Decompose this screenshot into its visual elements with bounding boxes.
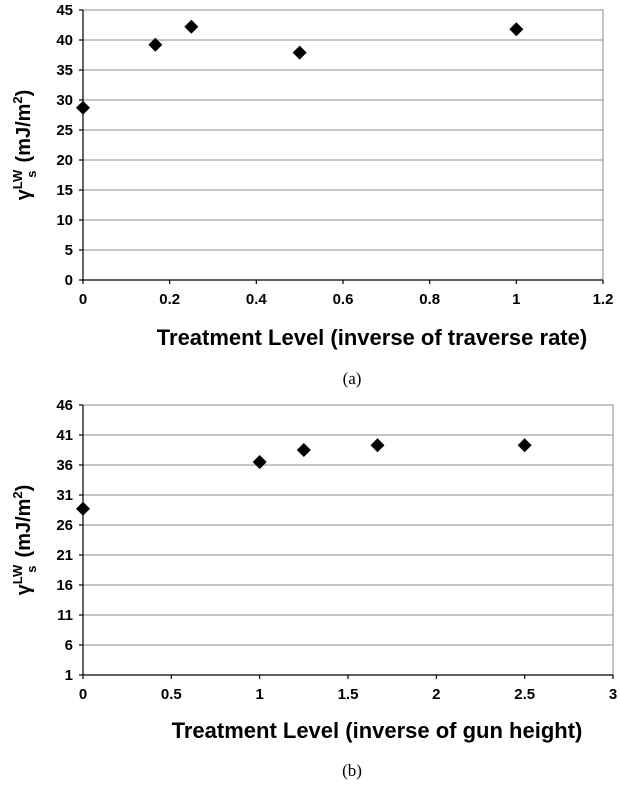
y-tick-label-a: 20: [56, 152, 73, 169]
y-tick-label-b: 31: [56, 487, 73, 504]
x-tick-label-a: 0.8: [419, 291, 440, 308]
panel-label-a: (a): [343, 369, 362, 388]
y-tick-label-b: 36: [56, 457, 73, 474]
x-tick-label-b: 0: [79, 686, 87, 703]
gridlines-b: [82, 404, 614, 676]
x-axis-label-b: Treatment Level (inverse of gun height): [172, 718, 583, 743]
x-tick-label-b: 0.5: [161, 686, 182, 703]
plot-frame-a: [82, 9, 604, 281]
x-tick-label-a: 0: [79, 291, 87, 308]
y-tick-label-a: 10: [56, 212, 73, 229]
y-tick-label-a: 0: [65, 272, 73, 289]
x-tick-label-b: 1.5: [338, 686, 359, 703]
y-tick-label-a: 35: [56, 62, 73, 79]
y-tick-label-b: 1: [65, 667, 73, 684]
data-point-b: [296, 443, 311, 457]
y-tick-label-a: 30: [56, 92, 73, 109]
y-tick-label-a: 15: [56, 182, 73, 199]
y-tick-label-a: 45: [56, 2, 73, 19]
x-tick-label-b: 2.5: [514, 686, 535, 703]
y-axis-label-b: γLWs(mJ/m2): [10, 485, 39, 596]
y-tick-label-b: 26: [56, 517, 73, 534]
data-points-b: [76, 438, 532, 516]
y-tick-label-b: 21: [56, 547, 73, 564]
data-point-a: [509, 22, 524, 37]
chart-panel-a: 0 0.2 0.4 0.6 0.8 1 1.2 0 5 10 15 20 25 30 35 40 45 Tre…: [10, 2, 613, 388]
y-tick-label-a: 25: [56, 122, 73, 139]
y-tick-label-a: 40: [56, 32, 73, 49]
x-tick-label-b: 1: [255, 686, 263, 703]
plot-frame-b: [82, 404, 614, 676]
data-point-b: [370, 438, 385, 453]
x-tick-label-b: 3: [609, 686, 617, 703]
x-tick-label-a: 1: [512, 291, 520, 308]
gridlines-a: [82, 9, 604, 281]
y-tick-label-a: 5: [65, 242, 73, 259]
data-point-b: [76, 501, 90, 516]
x-tick-label-a: 0.6: [333, 291, 354, 308]
y-tick-label-b: 11: [57, 607, 73, 624]
x-tick-label-a: 0.4: [246, 291, 268, 308]
y-tick-label-b: 6: [65, 637, 73, 654]
x-tick-labels-a: 0 0.2 0.4 0.6 0.8 1 1.2: [79, 280, 614, 308]
y-tick-label-b: 46: [56, 397, 73, 414]
data-point-a: [184, 19, 199, 34]
y-tick-label-b: 41: [56, 427, 73, 444]
data-point-a: [76, 100, 90, 115]
data-point-b: [252, 455, 267, 469]
x-axis-label-a: Treatment Level (inverse of traverse rat…: [157, 325, 587, 350]
data-point-a: [292, 45, 307, 60]
data-point-a: [148, 37, 163, 52]
data-point-b: [517, 438, 532, 453]
y-tick-labels-a: 0 5 10 15 20 25 30 35 40 45: [56, 2, 83, 289]
panel-label-b: (b): [342, 761, 362, 780]
x-tick-label-a: 1.2: [593, 291, 614, 308]
y-axis-label-a: γLWs(mJ/m2): [10, 90, 39, 201]
data-points-a: [76, 19, 524, 115]
x-tick-label-b: 2: [432, 686, 440, 703]
y-tick-label-b: 16: [56, 577, 73, 594]
x-tick-label-a: 0.2: [159, 291, 180, 308]
x-tick-labels-b: 0 0.5 1 1.5 2 2.5 3: [79, 675, 617, 703]
